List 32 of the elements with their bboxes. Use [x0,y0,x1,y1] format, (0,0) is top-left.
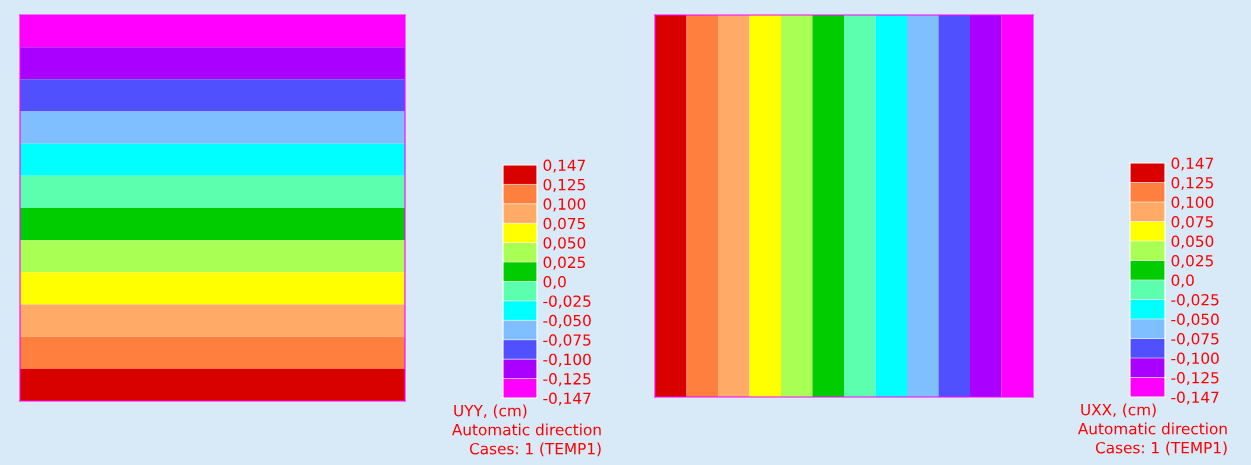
color-bar-title: UXX, (cm) [1081,403,1156,418]
text: Cases: 1 (TEMP1) [1095,441,1227,456]
color-bar-label: -0,147 [1171,391,1219,405]
color-bar-label: -0,100 [543,353,591,367]
color-bar-label: 0,050 [543,237,586,251]
color-bar-label: 0,050 [1171,235,1214,249]
color-bar-label: 0,125 [1171,176,1213,191]
color-bar-label: -0,125 [543,373,591,387]
color-bar-label: 0,075 [1171,215,1213,230]
color-bar-label: 0,025 [1171,254,1213,269]
color-bar-label: -0,025 [1171,293,1219,308]
color-bar-label: -0,075 [543,334,591,348]
color-bar-label: 0,0 [543,275,566,290]
color-bar-label: 0,100 [1171,196,1214,210]
color-bar-label: -0,025 [543,295,591,309]
color-bar-label: -0,075 [1171,332,1219,347]
color-bar-label: -0,050 [543,314,591,328]
color-bar-label: -0,050 [1171,313,1219,327]
color-bar-label: -0,100 [1171,352,1219,366]
color-bar-label: 0,075 [543,217,585,231]
color-bar-label: -0,125 [1171,371,1219,386]
color-bar-label: 0,125 [543,178,585,192]
text: Automatic direction [1077,422,1227,435]
text: Cases: 1 (TEMP1) [469,442,601,457]
color-bar-title: UYY, (cm) [454,404,527,419]
color-bar-label: 0,025 [543,256,585,270]
color-bar-label: 0,147 [1171,157,1213,171]
color-bar-label: 0,147 [543,159,585,173]
color-bar-label: 0,100 [543,198,586,212]
color-bar-label: 0,0 [1171,274,1194,288]
text: Automatic direction [451,423,601,436]
color-bar-label: -0,147 [543,392,591,406]
